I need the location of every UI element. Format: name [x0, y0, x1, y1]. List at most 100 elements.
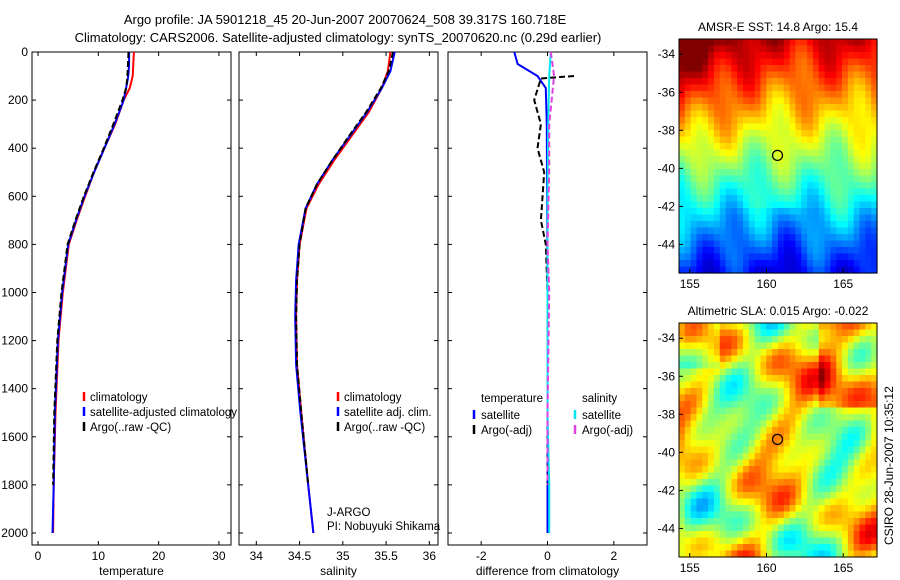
- sst_map-cell: [801, 227, 808, 235]
- sla_map-cell: [713, 498, 721, 506]
- sla_map-cell: [778, 375, 785, 383]
- sst_map-cell: [679, 208, 686, 216]
- sla_map-cell: [725, 342, 733, 350]
- sla_map-cell: [713, 550, 721, 558]
- sst_map-cell: [824, 71, 832, 79]
- sst_map-cell: [818, 110, 826, 118]
- sst_map-cell: [679, 149, 686, 157]
- sst_map-cell: [783, 175, 791, 183]
- sst_map-cell: [818, 71, 826, 79]
- sla_map-cell: [679, 479, 686, 487]
- sst_map-cell: [824, 240, 832, 248]
- sla_map-cell: [766, 433, 773, 441]
- sla_map-cell: [818, 511, 826, 519]
- sst_map-cell: [684, 78, 692, 86]
- sla_map-cell: [725, 394, 733, 402]
- sst_map-cell: [795, 143, 802, 151]
- sla_map-cell: [696, 381, 703, 389]
- sla_map-cell: [807, 394, 814, 402]
- sla_map-cell: [760, 336, 767, 344]
- sla_map-cell: [679, 368, 686, 376]
- sst_map-cell: [684, 227, 692, 235]
- sst_map-cell: [847, 130, 855, 138]
- sst_map-cell: [795, 221, 802, 229]
- sla_map-cell: [690, 446, 698, 454]
- sla_map-cell: [737, 518, 744, 526]
- sst_map-cell: [725, 78, 733, 86]
- sst_map-cell: [824, 58, 832, 66]
- sla_map-cell: [842, 342, 849, 350]
- temperature-ytick-label: 600: [8, 189, 28, 203]
- sla_map-cell: [795, 446, 802, 454]
- sst_map-cell: [772, 182, 779, 190]
- sla_map-cell: [807, 355, 814, 363]
- sla_map-cell: [836, 336, 843, 344]
- sla_map-cell: [696, 453, 703, 461]
- sst_map-cell: [713, 45, 721, 53]
- sla_map-cell: [871, 420, 878, 428]
- sst_map-cell: [690, 71, 698, 79]
- sst_map-cell: [778, 123, 785, 131]
- sla_map-cell: [871, 466, 878, 474]
- sst_map-cell: [702, 130, 709, 138]
- sla_map-cell: [725, 498, 733, 506]
- sla_map-cell: [719, 544, 727, 552]
- sst_map-cell: [713, 240, 721, 248]
- sst_map-xtick-label: 165: [833, 277, 853, 291]
- sst_map-cell: [754, 221, 762, 229]
- sla_map-cell: [766, 472, 773, 480]
- sla_map-cell: [713, 440, 721, 448]
- sla_map-cell: [719, 336, 727, 344]
- sla_map-cell: [801, 544, 808, 552]
- sst_map-cell: [795, 162, 802, 170]
- sst_map-cell: [748, 227, 756, 235]
- sla_map-cell: [812, 453, 820, 461]
- sla_map-cell: [772, 420, 779, 428]
- sst_map-cell: [818, 91, 826, 99]
- sst_map-cell: [789, 84, 797, 92]
- sla_map-cell: [708, 492, 715, 500]
- sla_map-cell: [696, 440, 703, 448]
- difference-series-line-1: [533, 75, 575, 485]
- sla_map-cell: [725, 472, 733, 480]
- sla_map-cell: [702, 355, 709, 363]
- sst_map-cell: [725, 156, 733, 164]
- sst_map-cell: [696, 78, 703, 86]
- sla_map-cell: [836, 433, 843, 441]
- sst_map-cell: [853, 162, 861, 170]
- sla_map-cell: [708, 479, 715, 487]
- sst_map-cell: [684, 149, 692, 157]
- sst_map-cell: [801, 182, 808, 190]
- sst_map-cell: [789, 156, 797, 164]
- sla_map-cell: [847, 368, 855, 376]
- sst_map-cell: [725, 195, 733, 203]
- sst_map-cell: [772, 39, 779, 47]
- sla_map-cell: [795, 479, 802, 487]
- sst_map-cell: [865, 136, 872, 144]
- sla_map-cell: [772, 375, 779, 383]
- sst_map-cell: [684, 136, 692, 144]
- sst_map-cell: [743, 130, 750, 138]
- sst_map-ytick-label: -40: [658, 161, 676, 175]
- sst_map-cell: [836, 208, 843, 216]
- sst_map-cell: [748, 45, 756, 53]
- sst_map-cell: [783, 52, 791, 60]
- sst_map-cell: [696, 247, 703, 255]
- sla_map-cell: [696, 505, 703, 513]
- sla_map-cell: [818, 459, 826, 467]
- sst_map-cell: [859, 201, 866, 209]
- sst_map-cell: [812, 71, 820, 79]
- sst_map-cell: [766, 156, 773, 164]
- sst_map-cell: [702, 195, 709, 203]
- sla_map-cell: [690, 388, 698, 396]
- sst_map-cell: [853, 39, 861, 47]
- sla_map-cell: [737, 336, 744, 344]
- sla_map-ytick-label: -44: [658, 521, 676, 535]
- sst_map-cell: [795, 208, 802, 216]
- sst_map-cell: [830, 143, 837, 151]
- sla_map-cell: [679, 362, 686, 370]
- sst_map-cell: [795, 91, 802, 99]
- sst_map-cell: [708, 149, 715, 157]
- sst_map-cell: [748, 78, 756, 86]
- sla_map-cell: [812, 336, 820, 344]
